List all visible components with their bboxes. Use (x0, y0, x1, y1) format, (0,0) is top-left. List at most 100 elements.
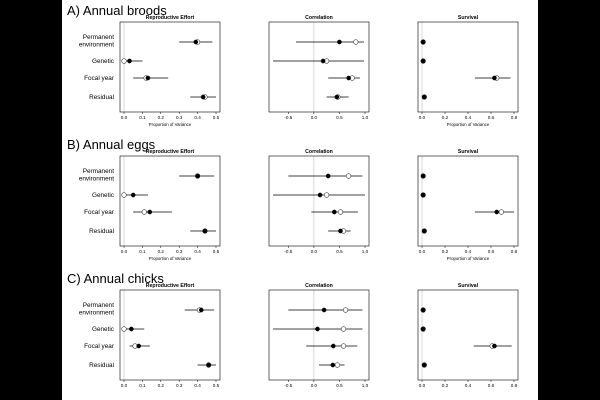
section-3-panel-correlation-frame (268, 289, 370, 381)
section-1-panel-reproductive-effort-focal-year-estimate-point (145, 75, 151, 81)
section-3-panel-survival-x-tick-label: 0.8 (511, 383, 518, 388)
section-2-panel-correlation-frame (268, 155, 370, 247)
section-2-panel-reproductive-effort-permanent-environment-estimate-point (195, 173, 200, 179)
section-3-panel-correlation-permanent-environment-comparison-point (342, 307, 349, 313)
section-2-panel-correlation-focal-year-estimate-point (332, 209, 337, 215)
section-1-panel-reproductive-effort-residual-estimate-point (200, 94, 206, 100)
section-2-panel-correlation-x-tick-label: -0.5 (284, 249, 292, 254)
section-3-panel-survival-residual-estimate-point (421, 362, 427, 368)
section-3-panel-reproductive-effort-residual-estimate-point (206, 362, 211, 368)
section-3-panel-reproductive-effort-genetic-estimate-point (129, 326, 134, 332)
section-1-panel-survival-permanent-environment-estimate-point (420, 39, 426, 45)
section-2-panel-reproductive-effort-x-tick-label: 0.5 (213, 249, 220, 254)
section-3-panel-survival-focal-year-estimate-point (492, 343, 497, 349)
section-2-panel-survival-residual-estimate-point (421, 228, 427, 234)
section-2-row-label-residual: Residual (89, 228, 114, 235)
section-2-panel-reproductive-effort-genetic-comparison-point (121, 192, 127, 198)
section-3-panel-correlation-x-tick-label: 0.5 (336, 383, 343, 388)
section-2-panel-reproductive-effort-x-tick-label: 0.1 (139, 249, 146, 254)
section-1-panel-correlation-x-tick-label: -0.5 (284, 115, 292, 120)
section-2-panel-correlation-genetic-estimate-point (317, 192, 323, 198)
section-1-panel-reproductive-effort-x-tick-label: 0.1 (139, 115, 146, 120)
section-3-panel-reproductive-effort-genetic-comparison-point (121, 326, 127, 332)
section-3-panel-correlation-focal-year-estimate-point (331, 343, 336, 349)
section-1-panel-survival-x-tick-label: 0.6 (488, 115, 495, 120)
section-3-row-label-genetic: Genetic (92, 326, 115, 333)
section-3-panel-survival-title: Survival (458, 283, 479, 289)
section-3-panel-reproductive-effort-permanent-environment-estimate-point (198, 307, 204, 313)
section-3-title: C) Annual chicks (67, 271, 164, 286)
section-1-panel-survival-x-tick-label: 0.8 (511, 115, 518, 120)
section-1-panel-reproductive-effort-x-tick-label: 0.0 (121, 115, 128, 120)
section-2-panel-reproductive-effort-frame (119, 155, 221, 247)
section-2-panel-correlation-focal-year-comparison-point (337, 209, 344, 215)
section-1-panel-correlation-permanent-environment-comparison-point (353, 39, 359, 45)
section-1-panel-survival-title: Survival (458, 15, 479, 21)
section-3-panel-reproductive-effort-title: Reproductive Effort (146, 283, 195, 289)
section-3-panel-reproductive-effort-focal-year-estimate-point (136, 343, 142, 349)
section-1-panel-reproductive-effort-genetic-comparison-point (121, 58, 127, 64)
section-3-panel-reproductive-effort-x-tick-label: 0.3 (176, 383, 183, 388)
section-1-panel-reproductive-effort-genetic-estimate-point (127, 58, 132, 64)
section-2-row-label-genetic: Genetic (92, 192, 115, 199)
section-2-panel-reproductive-effort-x-tick-label: 0.0 (121, 249, 128, 254)
section-2-panel-correlation-x-tick-label: 0.0 (311, 249, 318, 254)
section-2-panel-reproductive-effort-x-tick-label: 0.4 (194, 249, 201, 254)
section-2-panel-correlation-residual-estimate-point (338, 228, 343, 234)
section-2-panel-survival-x-tick-label: 0.0 (419, 249, 426, 254)
section-3-panel-correlation-permanent-environment-estimate-point (321, 307, 327, 313)
section-1-panel-reproductive-effort-x-tick-label: 0.5 (213, 115, 220, 120)
section-1-panel-survival-x-tick-label: 0.4 (465, 115, 472, 120)
section-3-panel-survival-frame (417, 289, 519, 381)
section-3-panel-survival-permanent-environment-estimate-point (420, 307, 426, 313)
section-3-row-label-permanent-environment: Permanent environment (79, 302, 114, 316)
section-3-panel-reproductive-effort-frame (119, 289, 221, 381)
section-1-panel-survival-frame (417, 21, 519, 113)
section-2-panel-correlation-genetic-comparison-point (324, 192, 330, 198)
section-1-panel-correlation-focal-year-estimate-point (346, 75, 351, 81)
section-2-panel-correlation-permanent-environment-estimate-point (325, 173, 331, 179)
section-2-panel-survival-x-tick-label: 0.2 (442, 249, 449, 254)
section-3-panel-correlation-residual-comparison-point (334, 362, 341, 368)
section-3-panel-correlation-genetic-comparison-point (340, 326, 347, 332)
section-1-panel-correlation-frame (268, 21, 370, 113)
section-2-panel-reproductive-effort-x-tick-label: 0.2 (158, 249, 165, 254)
section-1-panel-survival-focal-year-estimate-point (492, 75, 497, 81)
section-2-title: B) Annual eggs (67, 137, 156, 152)
section-1-panel-survival-x-tick-label: 0.0 (419, 115, 426, 120)
section-3-row-label-focal-year: Focal year (84, 343, 115, 350)
section-2-panel-correlation-permanent-environment-comparison-point (346, 173, 352, 179)
section-2-panel-survival-focal-year-comparison-point (498, 209, 504, 215)
section-3-panel-correlation-genetic-estimate-point (315, 326, 320, 332)
section-2-panel-survival-focal-year-estimate-point (494, 209, 500, 215)
figure-sheet: A) Annual broods Permanent environment Gene… (62, 0, 538, 400)
section-3-panel-survival-x-tick-label: 0.4 (465, 383, 472, 388)
section-2-panel-survival-title: Survival (458, 149, 479, 155)
section-2-panel-survival-genetic-estimate-point (420, 192, 426, 198)
section-1-panel-reproductive-effort-permanent-environment-estimate-point (193, 39, 199, 45)
section-2-row-label-focal-year: Focal year (84, 209, 115, 216)
section-1-panel-reproductive-effort-x-tick-label: 0.4 (194, 115, 201, 120)
section-1-row-label-genetic: Genetic (92, 58, 115, 65)
section-1-row-label-residual: Residual (89, 94, 114, 101)
section-2-panel-survival-frame (417, 155, 519, 247)
section-2-panel-survival-x-tick-label: 0.6 (488, 249, 495, 254)
section-1-row-label-permanent-environment: Permanent environment (79, 34, 114, 48)
section-3-panel-survival-x-tick-label: 0.0 (419, 383, 426, 388)
forest-plot-figure: A) Annual broods Permanent environment Gene… (67, 3, 519, 388)
section-2-panel-reproductive-effort-focal-year-comparison-point (141, 209, 147, 215)
section-2-panel-correlation-x-tick-label: 1.0 (362, 249, 369, 254)
section-3-panel-survival-x-tick-label: 0.6 (488, 383, 495, 388)
section-3-panel-correlation-title: Correlation (305, 283, 333, 289)
section-3-panel-correlation-residual-estimate-point (330, 362, 336, 368)
section-1-panel-reproductive-effort-x-tick-label: 0.2 (158, 115, 165, 120)
section-1-panel-correlation-residual-estimate-point (334, 94, 340, 100)
section-3-row-label-residual: Residual (89, 362, 114, 369)
section-1-panel-survival-residual-estimate-point (421, 94, 427, 100)
section-1-panel-correlation-x-tick-label: 0.0 (311, 115, 318, 120)
section-3-panel-reproductive-effort-x-tick-label: 0.1 (139, 383, 146, 388)
section-3-panel-correlation-focal-year-comparison-point (340, 343, 347, 349)
section-1-panel-correlation-genetic-estimate-point (320, 58, 326, 64)
section-2-panel-survival-x-tick-label: 0.4 (465, 249, 472, 254)
